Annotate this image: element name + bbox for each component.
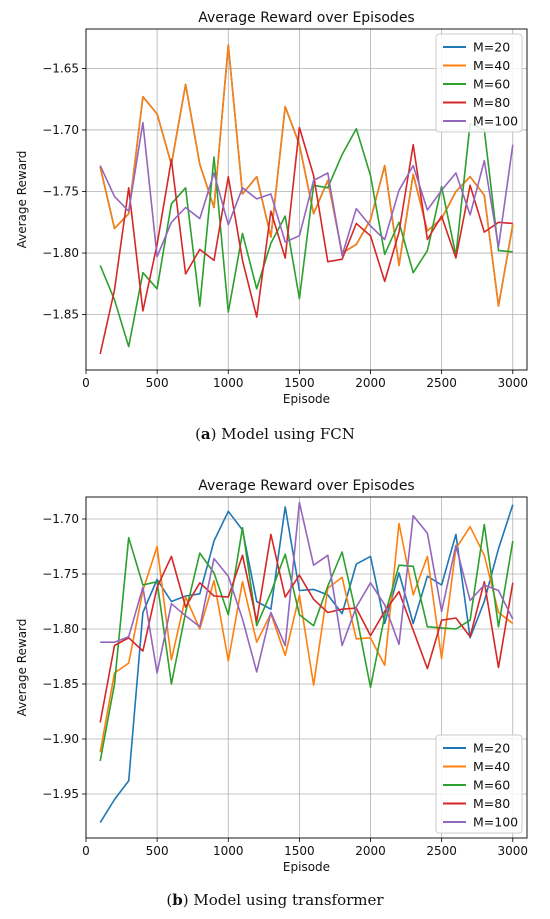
x-tick-label: 3000: [498, 844, 529, 858]
series-line-m-60: [99, 123, 513, 348]
legend-label: M=80: [473, 95, 510, 110]
y-tick-label: −1.70: [42, 123, 79, 137]
legend: M=20 M=40 M=60 M=80 M=100: [435, 33, 523, 133]
x-tick-label: 500: [146, 844, 169, 858]
caption-transformer-letter: b: [172, 891, 183, 909]
legend-box: [435, 33, 523, 133]
x-tick-label: 1500: [284, 376, 315, 390]
series-line-m-100: [99, 121, 514, 258]
y-tick-label: −1.80: [42, 246, 79, 260]
x-axis-label: Episode: [283, 860, 330, 874]
legend-label: M=100: [473, 815, 518, 830]
x-tick-label: 2500: [426, 844, 457, 858]
x-tick-label: 0: [82, 376, 90, 390]
legend-label: M=20: [473, 741, 510, 756]
x-tick-label: 0: [82, 844, 90, 858]
legend-label: M=40: [473, 58, 510, 73]
x-tick-label: 1000: [213, 376, 244, 390]
y-axis-label: Average Reward: [15, 619, 29, 717]
chart-transformer: 0 500 1000 1500 2000 2500 3000 −1.95 −1.90 −1.85 −…: [15, 478, 529, 874]
series-line-m-40: [99, 44, 514, 307]
y-tick-label: −1.75: [42, 184, 79, 198]
series-line-m-40: [99, 522, 514, 753]
caption-fcn: (a) Model using FCN: [195, 425, 355, 443]
y-tick-label: −1.80: [42, 622, 79, 636]
caption-fcn-letter: a: [200, 425, 211, 443]
x-tick-label: 1500: [284, 844, 315, 858]
caption-fcn-text: Model using FCN: [221, 425, 355, 443]
y-tick-label: −1.75: [42, 567, 79, 581]
y-axis-label: Average Reward: [15, 151, 29, 249]
series-line-m-100: [100, 501, 514, 674]
chart-fcn: 0 500 1000 1500 2000 2500 3000 −1.85 −1.80 −1.75 −…: [15, 10, 529, 406]
chart-title: Average Reward over Episodes: [198, 10, 414, 26]
series-line-m-80: [99, 126, 513, 355]
y-tick-label: −1.65: [42, 61, 79, 75]
x-tick-label: 2000: [355, 844, 386, 858]
x-tick-label: 2000: [355, 376, 386, 390]
axes-frame: [85, 28, 528, 371]
legend-label: M=60: [473, 77, 510, 92]
legend-label: M=20: [473, 40, 510, 55]
axes-frame: [85, 496, 528, 839]
y-tick-label: −1.85: [42, 677, 79, 691]
series-line-m-80: [99, 533, 514, 723]
legend-box: [435, 734, 523, 834]
legend-label: M=40: [473, 759, 510, 774]
y-tick-label: −1.90: [42, 732, 79, 746]
chart-title: Average Reward over Episodes: [198, 478, 414, 494]
x-axis-label: Episode: [283, 392, 330, 406]
x-tick-label: 500: [146, 376, 169, 390]
x-tick-label: 2500: [426, 376, 457, 390]
y-tick-label: −1.85: [42, 308, 79, 322]
caption-transformer-text: Model using transformer: [193, 891, 384, 909]
series-line-m-60: [99, 523, 514, 762]
legend-label: M=100: [473, 114, 518, 129]
y-tick-label: −1.95: [42, 787, 79, 801]
legend-label: M=80: [473, 796, 510, 811]
legend-label: M=60: [473, 778, 510, 793]
caption-transformer: (b) Model using transformer: [166, 891, 384, 909]
series-line-m-20: [99, 504, 514, 824]
x-tick-label: 1000: [213, 844, 244, 858]
x-tick-label: 3000: [498, 376, 529, 390]
y-tick-label: −1.70: [42, 512, 79, 526]
legend: M=20 M=40 M=60 M=80 M=100: [435, 734, 523, 834]
